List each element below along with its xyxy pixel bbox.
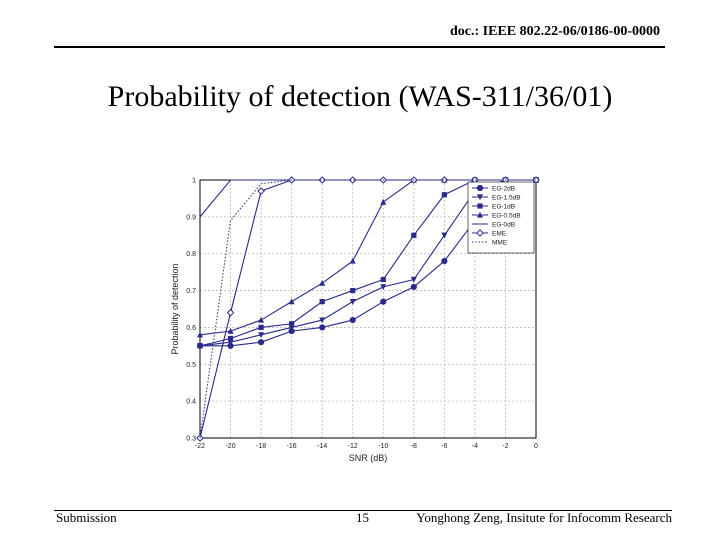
y-tick-label: 0.7: [186, 288, 196, 295]
legend-marker: [477, 203, 483, 209]
x-tick-label: -4: [472, 443, 478, 450]
x-tick-label: -8: [411, 443, 417, 450]
data-point: [380, 284, 387, 291]
x-tick-label: -20: [225, 443, 235, 450]
data-point: [348, 176, 357, 184]
x-tick-label: 0: [534, 443, 538, 450]
legend-marker: [477, 211, 483, 218]
doc-number: IEEE 802.22-06/0186-00-0000: [482, 24, 660, 39]
data-point: [411, 232, 417, 238]
data-point: [257, 339, 265, 346]
x-tick-label: -18: [256, 443, 266, 450]
data-point: [319, 299, 325, 305]
y-tick-label: 0.9: [186, 214, 196, 221]
slide-title: Probability of detection (WAS-311/36/01): [107, 80, 613, 113]
footer-page-number: 15: [356, 510, 369, 525]
data-point: [441, 257, 448, 265]
data-point: [350, 287, 356, 294]
data-point: [319, 317, 326, 324]
doc-header: doc.: IEEE 802.22-06/0186-00-0000: [450, 24, 660, 40]
legend-entry: EG-2dB: [492, 186, 515, 193]
data-point: [380, 298, 387, 305]
data-point: [349, 257, 356, 264]
data-point: [441, 232, 448, 239]
y-tick-label: 0.6: [186, 325, 196, 332]
footer-author: Yonghong Zeng, Insitute for Infocomm Res…: [416, 510, 672, 525]
data-point: [380, 276, 386, 283]
data-point: [197, 343, 203, 349]
data-point: [349, 316, 356, 324]
data-point: [258, 332, 265, 338]
y-tick-label: 1: [192, 178, 196, 185]
data-point: [410, 276, 417, 283]
x-tick-label: -10: [378, 443, 388, 450]
data-point: [257, 187, 265, 195]
x-tick-label: -6: [441, 443, 447, 450]
legend-entry: EG-1dB: [492, 204, 515, 211]
footer-submission: Submission: [56, 510, 117, 525]
y-tick-label: 0.8: [186, 251, 196, 258]
legend-entry: EG-0dB: [492, 222, 515, 229]
legend-entry: EME: [492, 231, 507, 238]
x-tick-label: -2: [502, 443, 508, 450]
x-tick-label: -22: [195, 443, 205, 450]
series-line-mme: [199, 179, 536, 439]
x-axis-label: SNR (dB): [349, 453, 388, 463]
data-point: [289, 321, 295, 327]
data-point: [441, 192, 447, 198]
data-point: [288, 298, 295, 305]
data-point: [197, 331, 203, 338]
legend-entry: EG-1.5dB: [492, 195, 521, 202]
data-point: [258, 316, 265, 323]
legend-marker: [476, 229, 484, 237]
legend-marker: [477, 194, 483, 201]
data-point: [258, 324, 264, 331]
data-point: [227, 327, 234, 334]
data-point: [227, 335, 234, 342]
data-point: [318, 176, 326, 184]
y-tick-label: 0.5: [186, 362, 196, 369]
data-point: [349, 299, 356, 305]
data-point: [410, 283, 417, 290]
x-tick-label: -16: [287, 443, 297, 450]
data-point: [319, 324, 326, 331]
y-tick-label: 0.4: [186, 399, 196, 406]
data-point: [380, 198, 387, 205]
doc-label: doc.:: [449, 24, 480, 39]
detection-probability-chart: -22 -20 -18 -16 -14 -12 -10 -8 -6 -4 -2 00.30.40.50…: [170, 176, 540, 463]
legend-marker: [476, 184, 484, 192]
header-rule: [54, 46, 665, 48]
y-tick-label: 0.3: [186, 436, 196, 443]
footer-rule: [54, 510, 672, 511]
data-point: [319, 280, 326, 286]
x-tick-label: -12: [348, 443, 358, 450]
y-axis-label: Probability of detection: [170, 263, 180, 354]
x-tick-label: -14: [317, 443, 327, 450]
data-point: [440, 176, 449, 184]
data-point: [226, 308, 235, 317]
legend-entry: EG-0.5dB: [492, 213, 521, 220]
legend-entry: MME: [492, 240, 508, 247]
